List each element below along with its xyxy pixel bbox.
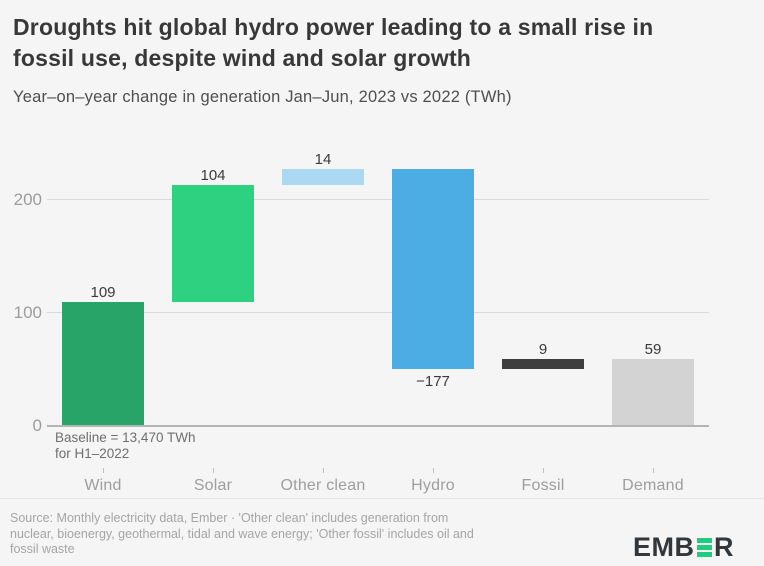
ember-logo: EMB R: [633, 532, 734, 563]
ember-logo-green-e-icon: [696, 538, 712, 557]
value-label-demand: 59: [644, 340, 662, 358]
y-axis-label-100: 100: [13, 302, 42, 322]
x-axis-tick-other-clean: [323, 468, 324, 473]
baseline-annotation: Baseline = 13,470 TWh for H1–2022: [55, 430, 195, 461]
source-note-line-2: nuclear, bioenergy, geothermal, tidal an…: [10, 526, 474, 541]
x-axis-baseline: [47, 425, 709, 427]
value-label-hydro: −177: [416, 373, 450, 390]
source-note-line-1: Source: Monthly electricity data, Ember …: [10, 511, 449, 525]
category-label-fossil: Fossil: [521, 477, 565, 494]
chart-subtitle: Year–on–year change in generation Jan–Ju…: [13, 88, 512, 106]
value-label-wind: 109: [90, 284, 116, 302]
bar-solar[interactable]: [172, 184, 254, 303]
y-axis-label-0: 0: [32, 415, 42, 435]
baseline-annotation-line-1: Baseline = 13,470 TWh: [55, 430, 196, 445]
bar-fossil[interactable]: [502, 358, 584, 369]
source-note-line-3: fossil waste: [10, 542, 75, 556]
value-label-other-clean: 14: [314, 150, 332, 168]
ember-logo-text-emb: EMB: [633, 532, 695, 562]
value-label-solar: 104: [200, 166, 226, 184]
category-label-other-clean: Other clean: [280, 477, 366, 494]
category-label-hydro: Hydro: [411, 477, 455, 494]
footer-divider: [0, 498, 764, 499]
chart-title: Droughts hit global hydro power leading …: [13, 12, 753, 74]
x-axis-tick-hydro: [433, 468, 434, 473]
bar-other-clean[interactable]: [282, 168, 364, 185]
x-axis-tick-solar: [213, 468, 214, 473]
baseline-annotation-line-2: for H1–2022: [55, 445, 130, 461]
x-axis-tick-demand: [653, 468, 654, 473]
chart-title-line-2: fossil use, despite wind and solar growt…: [13, 45, 472, 71]
source-note: Source: Monthly electricity data, Ember …: [10, 511, 474, 558]
x-axis-tick-fossil: [543, 468, 544, 473]
gridline-200: [47, 199, 709, 200]
bar-hydro[interactable]: [392, 168, 474, 369]
category-label-wind: Wind: [84, 477, 122, 494]
ember-logo-text-r: R: [714, 532, 734, 562]
chart-title-line-1: Droughts hit global hydro power leading …: [13, 14, 654, 40]
bar-demand[interactable]: [612, 358, 694, 426]
bar-wind[interactable]: [62, 302, 144, 426]
category-label-demand: Demand: [622, 477, 684, 494]
value-label-fossil: 9: [538, 340, 548, 358]
category-label-solar: Solar: [193, 477, 233, 494]
gridline-100: [47, 312, 709, 313]
x-axis-tick-wind: [103, 468, 104, 473]
y-axis-label-200: 200: [13, 189, 42, 209]
